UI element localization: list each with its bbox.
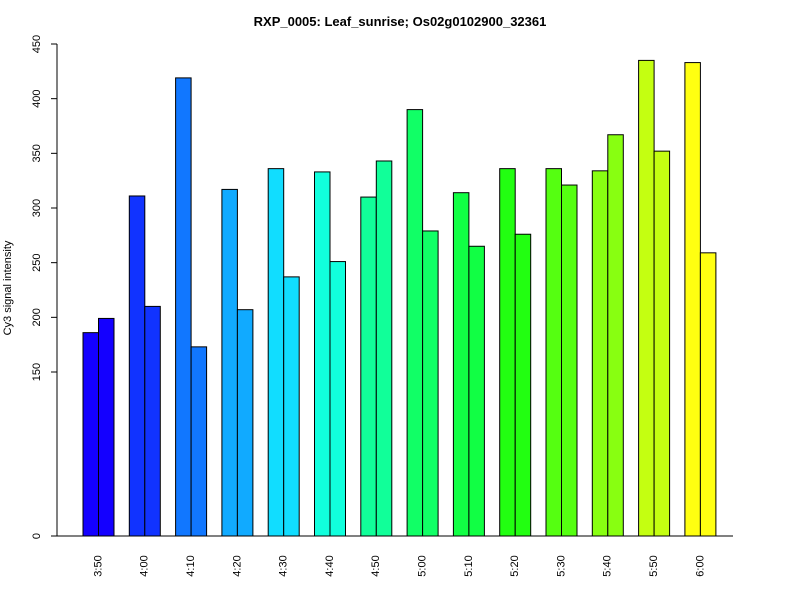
- y-tick-label: 250: [31, 253, 43, 271]
- x-tick-label: 4:20: [231, 555, 243, 576]
- bar: [452, 192, 470, 537]
- bar: [267, 168, 285, 537]
- bar: [190, 346, 208, 537]
- x-tick-label: 5:40: [602, 555, 614, 576]
- chart-title: RXP_0005: Leaf_sunrise; Os02g0102900_323…: [253, 14, 547, 29]
- y-tick-label: 350: [31, 144, 43, 162]
- x-tick-label: 5:50: [648, 555, 660, 576]
- bar: [638, 59, 655, 537]
- x-tick-label: 4:00: [139, 555, 151, 576]
- x-tick-label: 5:00: [417, 555, 429, 576]
- bar: [514, 233, 532, 537]
- x-tick-label: 4:30: [278, 555, 290, 576]
- bar: [607, 134, 624, 537]
- bar: [128, 195, 146, 537]
- bar: [653, 150, 671, 537]
- bar: [144, 305, 161, 537]
- y-tick-label: 450: [31, 35, 43, 53]
- y-tick-label: 150: [31, 363, 43, 381]
- y-tick-label: 200: [31, 308, 43, 326]
- bar: [406, 109, 424, 537]
- x-tick-label: 4:40: [324, 555, 336, 576]
- x-tick-label: 3:50: [92, 555, 104, 576]
- bar: [236, 309, 254, 537]
- bar: [499, 168, 516, 537]
- bar: [329, 261, 346, 537]
- x-tick-label: 6:00: [694, 555, 706, 576]
- x-tick-label: 4:50: [370, 555, 382, 576]
- y-tick-label: 0: [31, 533, 43, 539]
- bar: [314, 171, 331, 537]
- y-tick-label: 400: [31, 89, 43, 107]
- bar: [283, 276, 300, 537]
- bar: [82, 332, 99, 537]
- bar: [561, 184, 578, 537]
- x-tick-label: 5:30: [555, 555, 567, 576]
- y-tick-label: 300: [31, 199, 43, 217]
- x-tick-label: 5:10: [463, 555, 475, 576]
- bar: [468, 245, 485, 537]
- bar: [422, 230, 439, 537]
- bar: [221, 188, 238, 537]
- bar: [684, 62, 701, 537]
- bar: [98, 317, 115, 537]
- bar: [360, 196, 377, 537]
- x-tick-label: 4:10: [185, 555, 197, 576]
- bar: [591, 170, 609, 537]
- bar: [545, 168, 562, 537]
- bar: [175, 77, 192, 537]
- bar: [699, 252, 717, 537]
- bar: [375, 160, 393, 537]
- x-tick-label: 5:20: [509, 555, 521, 576]
